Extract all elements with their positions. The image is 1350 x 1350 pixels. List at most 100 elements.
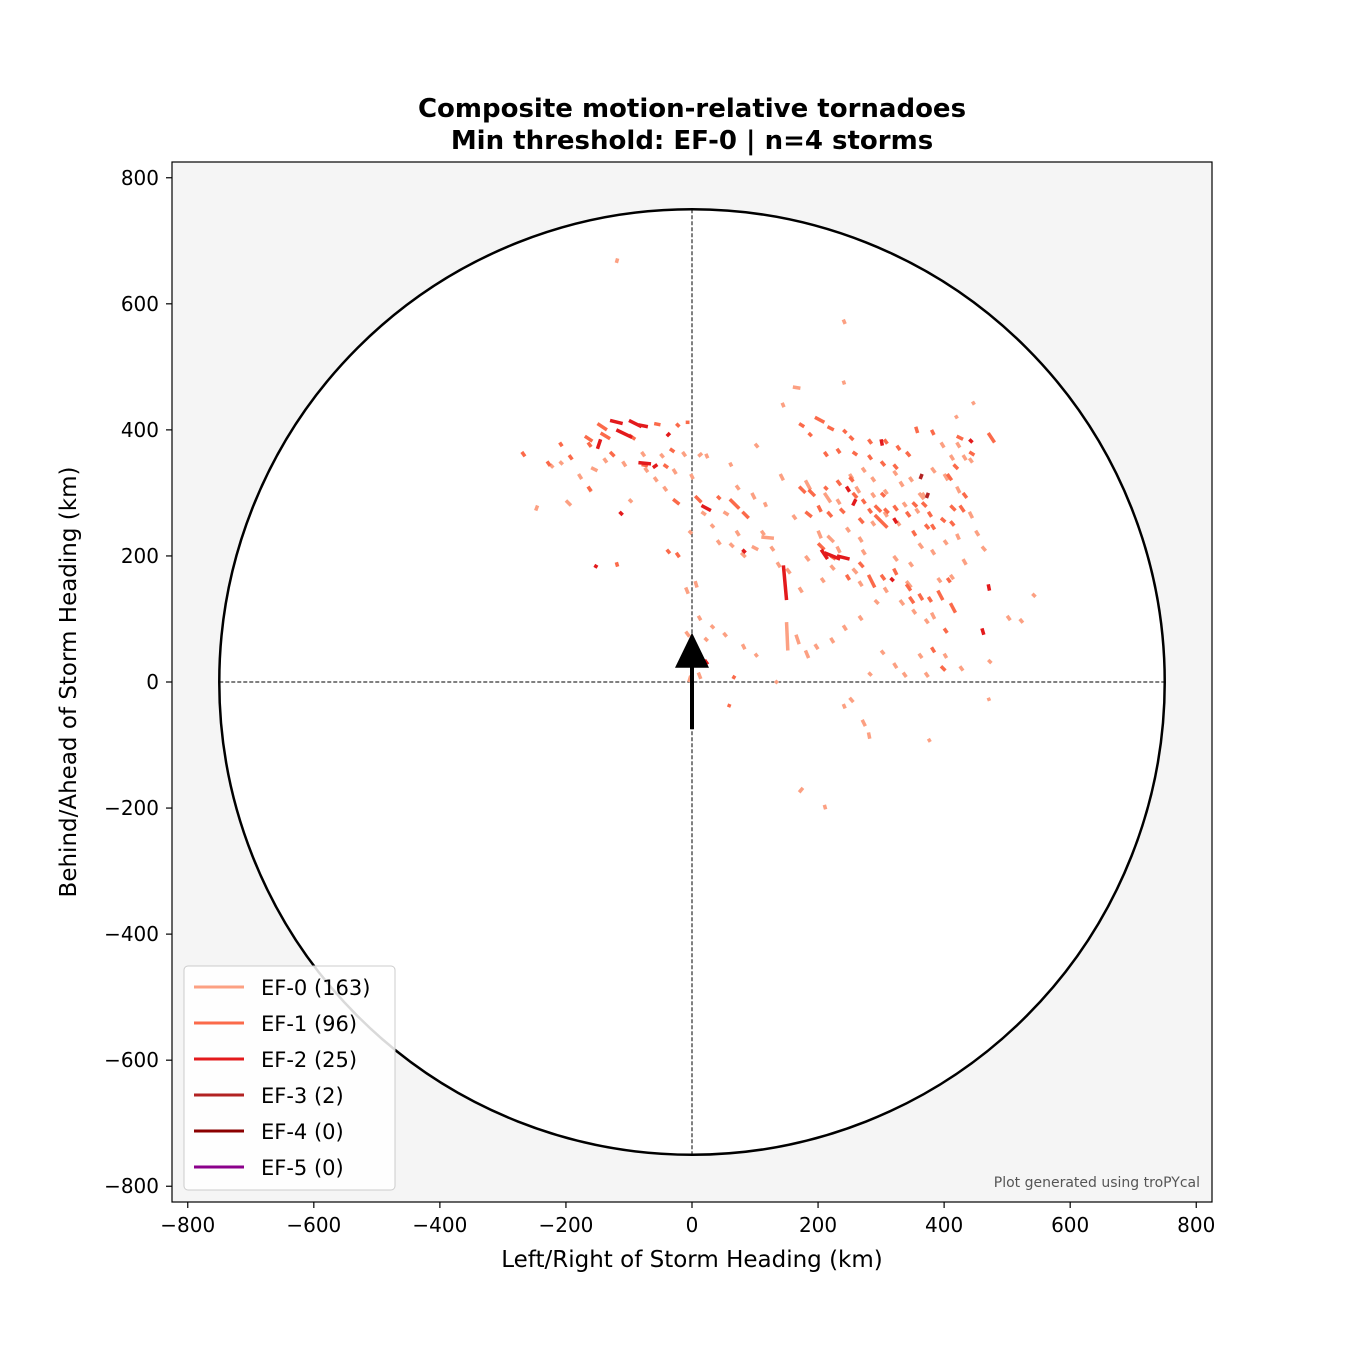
x-tick-label: 800 — [1177, 1213, 1215, 1237]
track-ef0-98 — [696, 614, 703, 622]
track-ef0-84 — [987, 658, 993, 665]
track-ef0-34 — [715, 539, 722, 546]
track-ef0-75 — [857, 614, 864, 622]
track-ef0-78 — [892, 662, 899, 670]
track-ef0-28 — [750, 492, 757, 500]
track-ef0-99 — [684, 630, 691, 638]
track-ef0-71 — [803, 649, 811, 659]
track-ef0-111 — [652, 476, 659, 483]
track-ef0-102 — [696, 671, 703, 680]
track-ef0-21 — [870, 476, 877, 483]
track-ef0-15 — [734, 484, 741, 491]
track-ef1-16 — [567, 454, 574, 461]
track-ef2-11 — [741, 548, 747, 555]
legend-label-ef1: EF-1 (96) — [261, 1012, 357, 1036]
track-ef0-129 — [870, 520, 877, 527]
track-ef0-108 — [1005, 614, 1012, 622]
track-ef0-105 — [693, 580, 699, 588]
track-ef0-107 — [1018, 617, 1025, 624]
track-ef0-66 — [892, 554, 899, 563]
y-tick-label: −800 — [104, 1174, 159, 1198]
track-ef0-112 — [662, 485, 669, 493]
track-ef0-118 — [577, 473, 584, 480]
track-ef2-9 — [593, 563, 599, 569]
track-ef0-20 — [854, 485, 862, 494]
track-ef0-144 — [920, 491, 927, 499]
track-ef0-81 — [923, 671, 930, 678]
track-ef0-145 — [908, 476, 915, 483]
track-ef1-86 — [908, 595, 916, 605]
track-ef0-7 — [753, 442, 760, 449]
track-ef0-60 — [942, 539, 949, 546]
track-ef0-45 — [797, 586, 804, 594]
track-ef1-60 — [867, 438, 874, 445]
track-ef0-122 — [640, 450, 647, 458]
track-ef0-0 — [614, 257, 620, 264]
track-ef1-44 — [926, 510, 933, 518]
track-ef0-2 — [792, 385, 801, 391]
track-ef0-18 — [822, 491, 833, 504]
track-ef1-23 — [728, 497, 741, 510]
track-ef1-41 — [904, 510, 912, 518]
track-ef0-125 — [775, 561, 782, 569]
track-ef0-46 — [819, 576, 826, 584]
track-ef2-7 — [595, 438, 603, 450]
track-ef0-116 — [558, 460, 565, 466]
track-ef1-59 — [895, 444, 902, 452]
track-ef1-20 — [674, 551, 681, 559]
track-ef1-13 — [520, 450, 527, 458]
y-tick-label: 800 — [121, 166, 159, 190]
track-ef1-51 — [945, 472, 954, 482]
x-axis-label: Left/Right of Storm Heading (km) — [501, 1247, 883, 1273]
track-ef0-88 — [866, 732, 872, 740]
y-tick-label: −600 — [104, 1048, 159, 1072]
track-ef0-72 — [813, 643, 820, 651]
track-ef1-76 — [911, 529, 918, 537]
y-axis-label: Behind/Ahead of Storm Heading (km) — [56, 467, 82, 898]
track-ef0-35 — [728, 542, 735, 549]
track-ef0-104 — [684, 586, 690, 595]
track-ef1-48 — [949, 504, 957, 512]
track-ef0-90 — [841, 703, 847, 710]
track-ef2-17 — [844, 485, 852, 493]
track-ef0-124 — [769, 545, 776, 552]
track-ef1-19 — [665, 548, 672, 555]
track-ef0-61 — [955, 533, 961, 541]
track-ef0-57 — [936, 576, 943, 584]
track-ef1-49 — [958, 504, 966, 513]
track-ef0-67 — [908, 561, 915, 568]
track-ef0-54 — [911, 608, 918, 615]
track-ef0-59 — [930, 548, 937, 556]
track-ef1-50 — [961, 491, 969, 500]
track-ef0-89 — [848, 696, 855, 704]
track-ef0-95 — [740, 643, 747, 651]
track-ef1-45 — [930, 523, 937, 531]
track-ef1-21 — [693, 494, 703, 504]
x-tick-label: −200 — [538, 1213, 593, 1237]
track-ef0-135 — [892, 469, 899, 477]
track-ef1-25 — [797, 485, 807, 495]
track-ef0-3 — [841, 380, 847, 386]
track-ef1-77 — [923, 523, 931, 530]
track-ef0-92 — [822, 804, 828, 810]
track-ef0-9 — [697, 451, 704, 458]
track-ef0-86 — [926, 737, 932, 743]
track-ef0-33 — [687, 529, 694, 536]
track-ef1-62 — [814, 415, 826, 424]
track-ef0-74 — [841, 624, 848, 632]
track-ef1-80 — [844, 573, 852, 581]
chart-title-line2: Min threshold: EF-0 | n=4 storms — [451, 126, 933, 156]
track-ef2-23 — [980, 627, 986, 636]
track-ef0-13 — [659, 452, 665, 459]
track-ef0-29 — [762, 501, 768, 508]
track-ef1-70 — [851, 450, 859, 457]
track-ef1-95 — [726, 703, 732, 708]
track-ef1-75 — [848, 476, 855, 483]
track-ef1-18 — [614, 561, 620, 568]
legend-label-ef3: EF-3 (2) — [261, 1084, 344, 1108]
track-ef1-94 — [939, 665, 947, 672]
track-ef0-51 — [882, 586, 889, 594]
track-ef1-69 — [835, 447, 842, 455]
track-ef1-91 — [948, 602, 958, 614]
track-ef2-1 — [615, 428, 633, 440]
